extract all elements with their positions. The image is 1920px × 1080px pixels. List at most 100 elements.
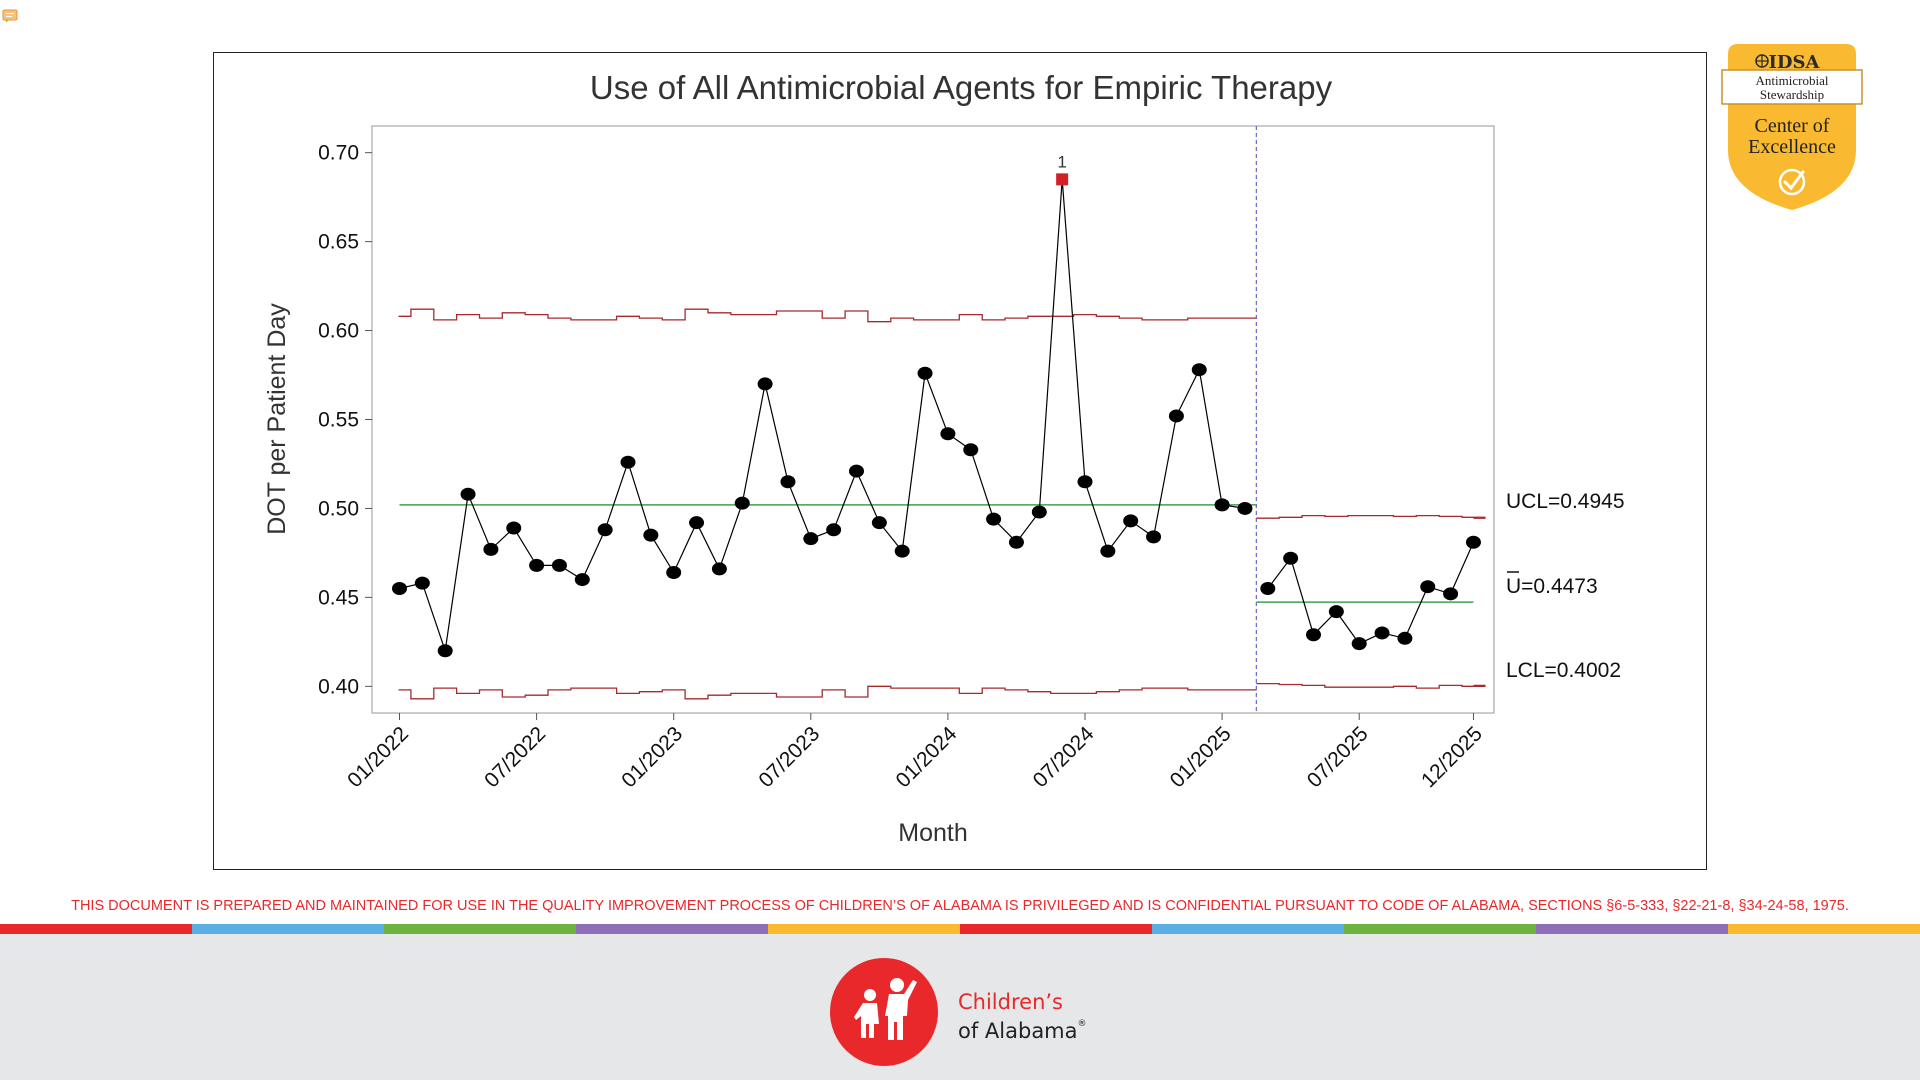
data-point xyxy=(940,427,956,441)
data-point xyxy=(917,366,933,380)
color-stripe-segment xyxy=(960,924,1152,934)
data-point xyxy=(894,544,910,558)
x-tick-label: 01/2023 xyxy=(617,722,687,792)
data-point xyxy=(1328,605,1344,619)
data-point xyxy=(1351,637,1367,651)
x-tick-label: 07/2022 xyxy=(480,722,550,792)
data-point xyxy=(826,523,842,537)
data-point xyxy=(1031,505,1047,519)
data-point xyxy=(1146,530,1162,544)
data-point xyxy=(1283,551,1299,565)
data-point xyxy=(963,443,979,457)
chart-frame: Use of All Antimicrobial Agents for Empi… xyxy=(213,52,1707,870)
data-point xyxy=(689,516,705,530)
data-point xyxy=(1374,626,1390,640)
data-point xyxy=(1123,514,1139,528)
data-point xyxy=(757,377,773,391)
data-point xyxy=(1443,587,1459,601)
data-point xyxy=(780,475,796,489)
data-point xyxy=(1465,535,1481,549)
checkmark-icon xyxy=(1778,168,1806,196)
data-point xyxy=(1214,498,1230,512)
data-point xyxy=(529,558,545,572)
ucl-line-phase1 xyxy=(398,308,1257,323)
color-stripe-segment xyxy=(1728,924,1920,934)
data-point xyxy=(1191,363,1207,377)
data-point xyxy=(1100,544,1116,558)
data-point xyxy=(414,576,430,590)
data-point xyxy=(506,521,522,535)
footer-band xyxy=(0,934,1920,1080)
x-tick-label: 07/2025 xyxy=(1303,722,1373,792)
data-point xyxy=(803,532,819,546)
data-point xyxy=(1077,475,1093,489)
ucl-line-phase2 xyxy=(1256,514,1486,519)
logo-name-line2-text: of Alabama xyxy=(958,1019,1078,1043)
comment-icon[interactable] xyxy=(2,9,18,23)
flagged-point xyxy=(1056,173,1069,186)
registered-mark: ® xyxy=(1077,1019,1087,1029)
data-point xyxy=(666,565,682,579)
lcl-line-phase1 xyxy=(398,685,1257,700)
color-stripe-segment xyxy=(1536,924,1728,934)
badge-org: IDSA xyxy=(1769,52,1821,73)
data-point xyxy=(1237,501,1253,515)
x-tick-label: 07/2023 xyxy=(754,722,824,792)
y-tick-label: 0.60 xyxy=(318,320,359,343)
x-tick-label: 01/2025 xyxy=(1166,722,1236,792)
color-stripe-segment xyxy=(768,924,960,934)
data-point xyxy=(849,464,864,478)
data-point xyxy=(734,496,750,510)
confidentiality-notice: THIS DOCUMENT IS PREPARED AND MAINTAINED… xyxy=(71,898,1849,914)
data-point xyxy=(1397,631,1413,645)
y-tick-label: 0.65 xyxy=(318,231,359,254)
center-label: U=0.4473 xyxy=(1506,575,1598,598)
data-point xyxy=(460,487,476,501)
badge-line4: Excellence xyxy=(1748,136,1836,158)
childrens-of-alabama-logo-icon xyxy=(830,958,938,1066)
data-point xyxy=(620,455,636,469)
color-stripe-segment xyxy=(0,924,192,934)
data-point xyxy=(551,558,567,572)
color-stripe-segment xyxy=(192,924,384,934)
data-point xyxy=(597,523,613,537)
data-point xyxy=(711,562,727,576)
x-tick-label: 12/2025 xyxy=(1417,722,1487,792)
logo-name-line2: of Alabama® xyxy=(958,1019,1087,1043)
data-point xyxy=(574,573,590,587)
series-line-phase2 xyxy=(1267,541,1475,645)
lcl-line-phase2 xyxy=(1256,682,1486,689)
x-axis-label: Month xyxy=(898,819,967,847)
badge-line2: Stewardship xyxy=(1760,87,1824,102)
y-tick-label: 0.40 xyxy=(318,675,359,698)
data-point xyxy=(871,516,887,530)
y-tick-label: 0.45 xyxy=(318,586,359,609)
y-tick-label: 0.50 xyxy=(318,497,359,520)
data-point xyxy=(1008,535,1024,549)
x-tick-label: 01/2024 xyxy=(891,722,961,792)
data-point xyxy=(1168,409,1184,423)
flag-label: 1 xyxy=(1057,152,1066,171)
lcl-label: LCL=0.4002 xyxy=(1506,659,1621,682)
idsa-center-of-excellence-badge: IDSA Antimicrobial Stewardship Center of… xyxy=(1721,44,1863,210)
control-chart: Use of All Antimicrobial Agents for Empi… xyxy=(263,69,1625,847)
logo-name-line1: Children’s xyxy=(958,990,1063,1014)
badge-line3: Center of xyxy=(1755,115,1830,137)
color-stripe-segment xyxy=(384,924,576,934)
y-tick-label: 0.70 xyxy=(318,142,359,165)
color-stripe-segment xyxy=(1344,924,1536,934)
data-point xyxy=(392,581,407,595)
y-axis-label: DOT per Patient Day xyxy=(263,303,291,535)
badge-line1: Antimicrobial xyxy=(1756,73,1829,88)
x-tick-label: 01/2022 xyxy=(343,722,413,792)
data-point xyxy=(986,512,1002,526)
data-point xyxy=(1420,580,1436,594)
y-tick-label: 0.55 xyxy=(318,409,359,432)
data-point xyxy=(1306,628,1321,642)
x-tick-label: 07/2024 xyxy=(1029,722,1099,792)
plot-area xyxy=(371,125,1495,714)
data-point xyxy=(437,644,453,658)
color-stripe-segment xyxy=(576,924,768,934)
color-stripe-segment xyxy=(1152,924,1344,934)
data-point xyxy=(483,542,499,556)
